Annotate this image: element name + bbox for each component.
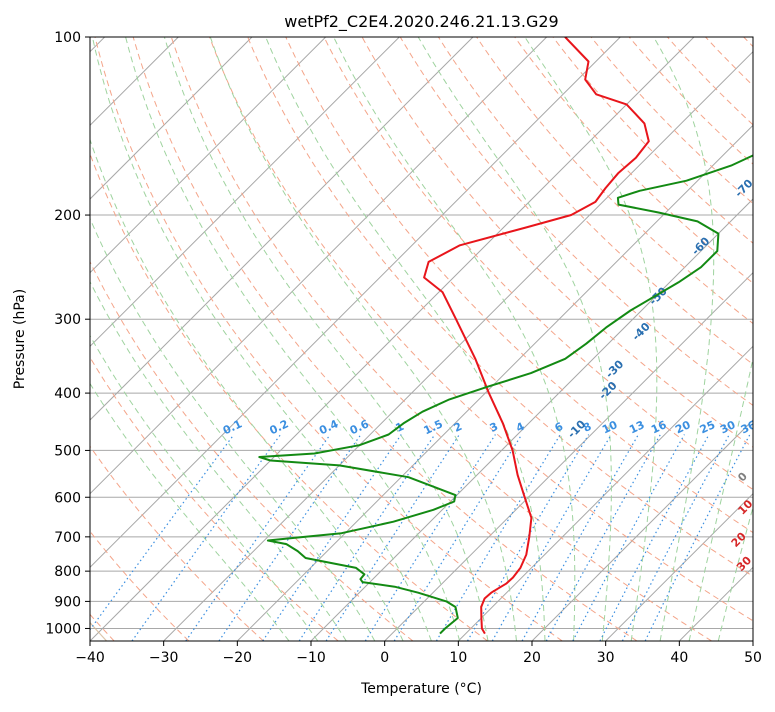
x-tick-label: −10 (296, 650, 326, 666)
y-tick-label: 800 (54, 564, 81, 580)
y-tick-label: 1000 (45, 621, 81, 637)
x-tick-label: 20 (523, 650, 541, 666)
y-tick-label: 900 (54, 594, 81, 610)
chart-title: wetPf2_C2E4.2020.246.21.13.G29 (284, 12, 558, 32)
y-tick-label: 500 (54, 443, 81, 459)
y-tick-label: 600 (54, 490, 81, 506)
x-tick-label: 0 (380, 650, 389, 666)
y-tick-label: 700 (54, 530, 81, 546)
x-tick-label: −20 (223, 650, 253, 666)
y-tick-label: 300 (54, 312, 81, 328)
y-tick-label: 200 (54, 208, 81, 224)
x-tick-label: 40 (670, 650, 688, 666)
x-tick-label: 30 (597, 650, 615, 666)
x-tick-label: 10 (449, 650, 467, 666)
x-tick-label: 50 (744, 650, 762, 666)
x-tick-label: −40 (75, 650, 105, 666)
x-axis-label: Temperature (°C) (360, 681, 482, 697)
y-axis-label: Pressure (hPa) (12, 289, 28, 389)
x-tick-label: −30 (149, 650, 179, 666)
y-tick-label: 100 (54, 30, 81, 46)
y-tick-label: 400 (54, 386, 81, 402)
